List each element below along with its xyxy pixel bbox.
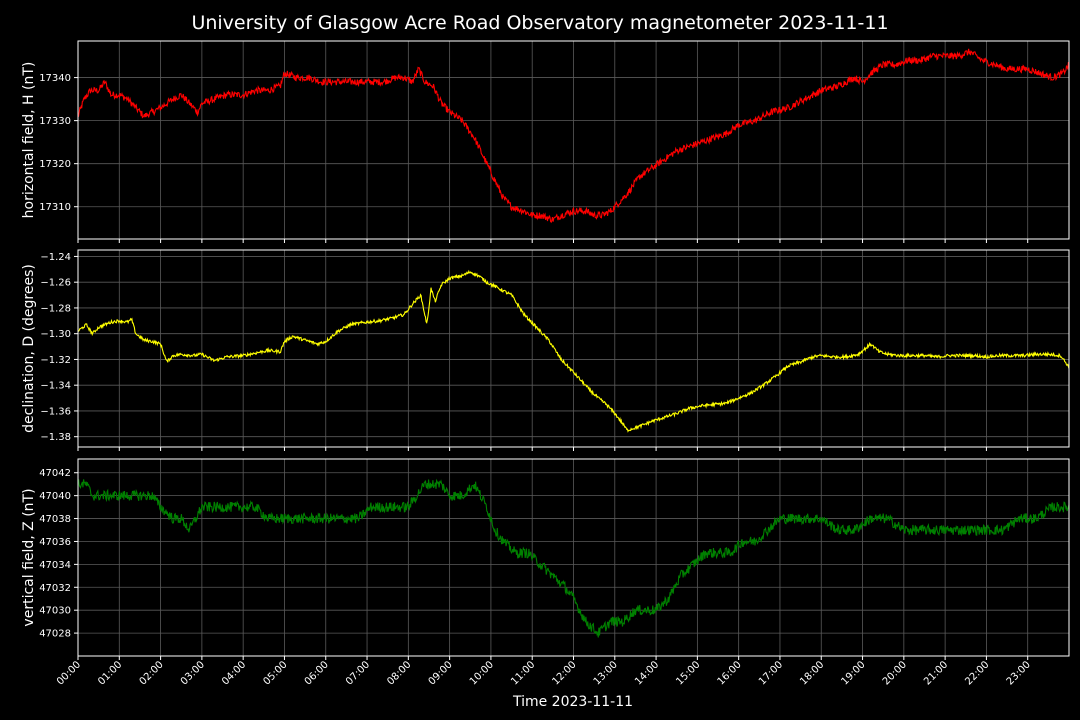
series-line-z [78, 478, 1069, 638]
y-tick-label-h: 17330 [39, 116, 71, 127]
series-line-d [78, 269, 1069, 433]
y-tick-label-z: 47034 [39, 560, 71, 571]
y-tick-label-d: −1.36 [40, 406, 71, 417]
y-tick-label-h: 17320 [39, 159, 71, 170]
y-tick-label-d: −1.24 [40, 252, 71, 263]
x-axis-label: Time 2023-11-11 [512, 694, 633, 710]
panel-frame-d [77, 249, 1070, 448]
y-tick-label-z: 47040 [39, 491, 71, 502]
y-tick-label-d: −1.30 [40, 329, 71, 340]
y-tick-label-d: −1.26 [40, 278, 71, 289]
y-tick-label-h: 17340 [39, 73, 71, 84]
y-axis-label-h: horizontal field, H (nT) [21, 62, 37, 219]
y-tick-label-z: 47032 [39, 583, 71, 594]
y-axis-label-z: vertical field, Z (nT) [21, 488, 37, 626]
series-line-h [78, 48, 1069, 224]
y-tick-label-z: 47042 [39, 468, 71, 479]
chart-title: University of Glasgow Acre Road Observat… [191, 12, 888, 34]
y-tick-label-d: −1.28 [40, 303, 71, 314]
panel-d: −1.38 −1.36 −1.34 −1.32 −1.30 −1.28 −1.26 −1.24… [21, 249, 1070, 451]
y-tick-label-z: 47038 [39, 514, 71, 525]
y-tick-label-d: −1.38 [40, 432, 71, 443]
panel-frame-h [77, 40, 1070, 240]
y-tick-label-z: 47036 [39, 537, 71, 548]
y-tick-label-h: 17310 [39, 202, 71, 213]
panel-z: 47028 47030 47032 47034 47036 47038 47040 47042… [21, 458, 1070, 660]
y-tick-label-z: 47028 [39, 629, 71, 640]
y-tick-label-d: −1.34 [40, 381, 71, 392]
y-tick-label-z: 47030 [39, 606, 71, 617]
y-axis-label-d: declination, D (degrees) [21, 264, 37, 433]
panel-frame-z [77, 458, 1070, 657]
y-tick-label-d: −1.32 [40, 355, 71, 366]
